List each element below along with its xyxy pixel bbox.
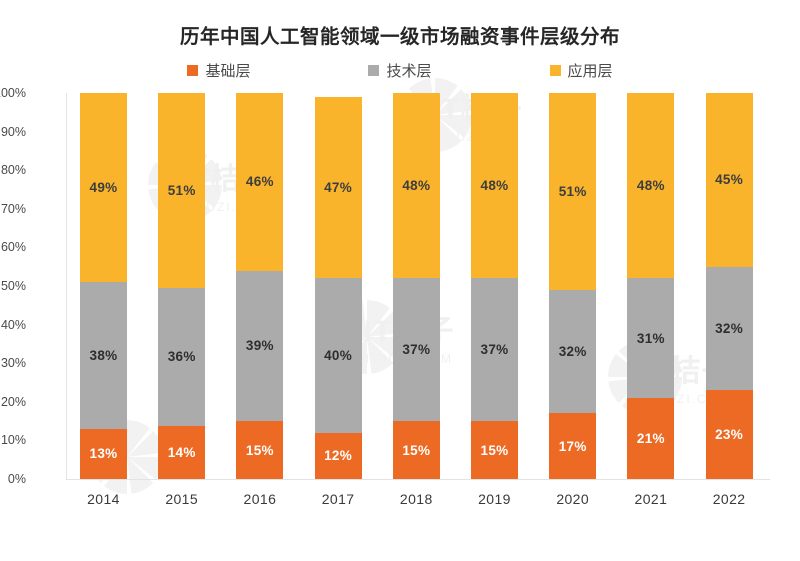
legend-swatch-icon [187, 65, 199, 76]
bar-segment-tech[interactable]: 31% [627, 278, 675, 398]
bar-segment-value-label: 48% [402, 178, 431, 194]
x-axis-tick-label: 2021 [634, 491, 668, 507]
y-axis-tick-label: 60% [0, 240, 26, 255]
bar-segment-value-label: 15% [480, 442, 509, 458]
bar-column[interactable]: 14% 36% 51% [158, 93, 206, 479]
bar-segment-base[interactable]: 13% [80, 428, 127, 479]
x-axis-tick-label: 2018 [399, 491, 433, 507]
y-axis-tick-label: 30% [0, 356, 26, 371]
bar-column[interactable]: 15% 39% 46% [236, 93, 284, 479]
y-axis-tick-label: 70% [0, 201, 26, 216]
legend-item-3[interactable]: 应用层 [549, 60, 613, 81]
bar-segment-app[interactable]: 46% [236, 93, 284, 271]
x-axis-line [66, 479, 770, 480]
y-axis-tick-label: 80% [0, 163, 26, 178]
x-axis-tick-label: 2019 [478, 491, 511, 507]
bar-column[interactable]: 17% 32% 51% [549, 93, 597, 479]
bar-column[interactable]: 12% 40% 47% [314, 93, 362, 479]
y-axis-tick-label: 90% [0, 124, 26, 139]
bar-segment-value-label: 17% [558, 438, 587, 454]
legend-item-2[interactable]: 技术层 [368, 60, 432, 81]
bar-segment-value-label: 47% [324, 180, 353, 196]
bar-segment-app[interactable]: 48% [392, 93, 440, 279]
bar-segment-value-label: 15% [245, 442, 274, 458]
bar-segment-value-label: 40% [324, 347, 353, 363]
bar-segment-value-label: 23% [715, 427, 744, 443]
bar-segment-base[interactable]: 12% [314, 432, 362, 479]
bar-segment-app[interactable]: 51% [549, 93, 597, 290]
bar-segment-tech[interactable]: 32% [549, 289, 597, 414]
y-axis-tick-label: 10% [0, 433, 26, 448]
bar-segment-base[interactable]: 14% [158, 425, 206, 479]
bar-segment-value-label: 32% [558, 344, 587, 360]
bar-segment-base[interactable]: 15% [392, 421, 440, 479]
bar-segment-app[interactable]: 47% [314, 96, 362, 279]
bar-segment-value-label: 37% [480, 342, 509, 358]
bar-segment-value-label: 13% [89, 446, 118, 462]
plot-area: 0% 10% 20% 30% 40% 50% 60% 70% 80% 90% 100% 13% 38% 4… [0, 86, 770, 507]
y-axis-tick-label: 20% [0, 394, 26, 409]
bar-segment-tech[interactable]: 37% [392, 278, 440, 422]
legend-label: 应用层 [567, 63, 613, 80]
y-axis-tick-label: 40% [0, 317, 26, 332]
legend-label: 技术层 [386, 63, 432, 80]
x-axis-tick-label: 2017 [321, 491, 355, 507]
bar-segment-app[interactable]: 48% [471, 93, 518, 279]
bar-segment-tech[interactable]: 40% [314, 278, 362, 433]
bar-segment-value-label: 14% [167, 444, 196, 460]
bar-segment-value-label: 12% [324, 448, 353, 464]
x-axis-tick-label: 2016 [243, 491, 277, 507]
legend-swatch-icon [368, 65, 380, 76]
bar-segment-value-label: 49% [89, 180, 118, 196]
bar-segment-value-label: 37% [402, 342, 431, 358]
bar-segment-value-label: 15% [402, 442, 431, 458]
bar-segment-value-label: 46% [245, 174, 274, 190]
x-axis-tick-label: 2022 [712, 491, 746, 507]
bar-segment-value-label: 32% [715, 320, 744, 336]
bar-segment-base[interactable]: 17% [549, 413, 597, 479]
bar-segment-value-label: 21% [636, 430, 665, 446]
legend-label: 基础层 [205, 63, 251, 80]
bar-segment-value-label: 48% [636, 178, 665, 194]
bar-segment-base[interactable]: 15% [471, 421, 518, 479]
bar-segment-app[interactable]: 45% [705, 93, 753, 267]
bar-segment-tech[interactable]: 36% [158, 287, 206, 426]
bar-segment-value-label: 39% [245, 338, 274, 354]
bar-segment-base[interactable]: 15% [236, 421, 284, 479]
x-axis-tick-label: 2015 [165, 491, 199, 507]
bar-column[interactable]: 23% 32% 45% [705, 93, 753, 479]
bar-column[interactable]: 21% 31% 48% [627, 93, 675, 479]
x-axis-tick-label: 2020 [556, 491, 590, 507]
bar-segment-value-label: 51% [167, 182, 196, 198]
bar-segment-value-label: 31% [636, 330, 665, 346]
chart-legend: 基础层 技术层 应用层 [0, 60, 800, 81]
y-axis-tick-label: 100% [0, 86, 26, 100]
y-axis-tick-label: 50% [0, 279, 26, 293]
chart-title: 历年中国人工智能领域一级市场融资事件层级分布 [179, 26, 620, 48]
x-axis-tick-label: 2014 [87, 491, 120, 507]
bar-segment-app[interactable]: 48% [627, 93, 675, 279]
legend-swatch-icon [549, 65, 561, 76]
bar-segment-value-label: 45% [715, 172, 744, 188]
bar-segment-tech[interactable]: 39% [236, 270, 284, 422]
bar-segment-tech[interactable]: 38% [80, 282, 127, 429]
bar-segment-base[interactable]: 21% [627, 397, 675, 479]
bar-segment-value-label: 48% [480, 178, 509, 194]
y-axis-tick-label: 0% [7, 472, 26, 486]
bar-segment-app[interactable]: 49% [80, 93, 127, 283]
y-axis-line [66, 93, 67, 479]
bar-segment-value-label: 38% [89, 347, 118, 363]
bar-segment-value-label: 51% [558, 183, 587, 199]
bar-column[interactable]: 15% 37% 48% [471, 93, 518, 479]
bar-segment-value-label: 36% [167, 349, 196, 365]
bar-column[interactable]: 13% 38% 49% [80, 93, 127, 479]
bar-column[interactable]: 15% 37% 48% [392, 93, 440, 479]
bar-segment-base[interactable]: 23% [705, 390, 753, 479]
bar-segment-tech[interactable]: 32% [705, 266, 753, 391]
bar-segment-tech[interactable]: 37% [471, 278, 518, 422]
bar-segment-app[interactable]: 51% [158, 93, 206, 288]
legend-item-1[interactable]: 基础层 [187, 60, 250, 81]
